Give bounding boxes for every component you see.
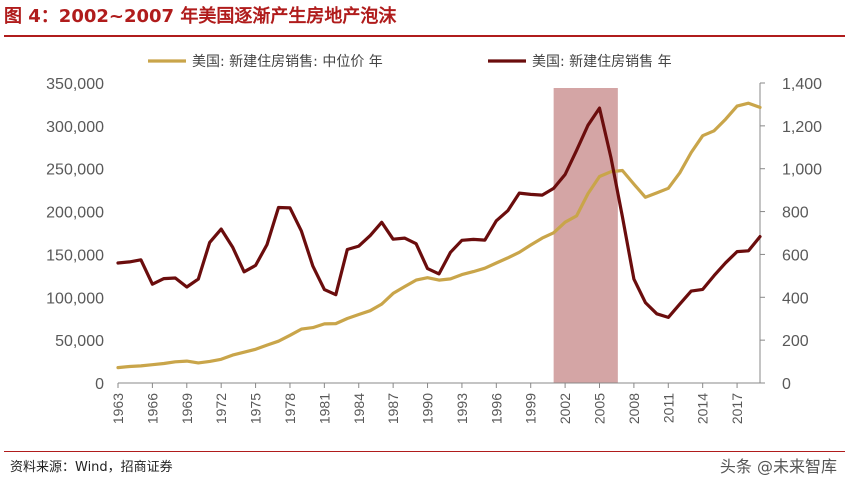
left-y-tick-label: 50,000 bbox=[55, 333, 104, 350]
watermark: 头条 @未来智库 bbox=[719, 457, 837, 476]
x-tick-label: 2002 bbox=[557, 393, 573, 424]
x-tick-label: 1972 bbox=[213, 393, 229, 424]
x-tick-label: 1987 bbox=[385, 393, 401, 424]
x-tick-label: 1990 bbox=[420, 393, 436, 424]
series-line-1 bbox=[116, 101, 762, 370]
left-y-tick-label: 100,000 bbox=[46, 290, 104, 307]
x-tick-label: 1975 bbox=[248, 393, 264, 424]
x-tick-label: 1996 bbox=[488, 393, 504, 424]
left-y-tick-label: 300,000 bbox=[46, 119, 104, 136]
source-note: 资料来源：Wind，招商证券 bbox=[10, 460, 173, 475]
x-tick-label: 1969 bbox=[179, 393, 195, 424]
right-y-tick-label: 1,000 bbox=[782, 162, 822, 179]
x-tick-label: 2011 bbox=[660, 393, 676, 423]
x-tick-label: 1981 bbox=[316, 393, 332, 424]
x-tick-label: 2005 bbox=[592, 393, 608, 424]
legend-layer: 美国: 新建住房销售: 中位价 年 美国: 新建住房销售 年 bbox=[148, 54, 672, 70]
left-y-tick-label: 350,000 bbox=[46, 76, 104, 93]
x-tick-label: 2017 bbox=[729, 393, 745, 424]
page-title: 图 4：2002~2007 年美国逐渐产生房地产泡沫 bbox=[4, 6, 397, 27]
x-tick-label: 1963 bbox=[110, 393, 126, 424]
legend-label-2: 美国: 新建住房销售 年 bbox=[532, 54, 672, 70]
x-tick-label: 2008 bbox=[626, 393, 642, 424]
x-tick-label: 1999 bbox=[523, 393, 539, 424]
legend-label-1: 美国: 新建住房销售: 中位价 年 bbox=[192, 54, 383, 70]
right-y-tick-label: 400 bbox=[782, 290, 809, 307]
series-line-2 bbox=[116, 106, 762, 319]
right-y-tick-label: 0 bbox=[782, 376, 791, 393]
x-tick-label: 2014 bbox=[695, 393, 711, 424]
left-y-tick-label: 200,000 bbox=[46, 205, 104, 222]
left-y-tick-label: 250,000 bbox=[46, 162, 104, 179]
right-y-tick-label: 1,200 bbox=[782, 119, 822, 136]
x-tick-label: 1984 bbox=[351, 393, 367, 424]
right-y-tick-label: 600 bbox=[782, 247, 809, 264]
series-layer bbox=[116, 101, 762, 370]
x-tick-label: 1966 bbox=[144, 393, 160, 424]
left-y-tick-label: 150,000 bbox=[46, 247, 104, 264]
right-y-tick-label: 800 bbox=[782, 205, 809, 222]
left-y-tick-label: 0 bbox=[95, 376, 104, 393]
footer-divider bbox=[4, 451, 845, 452]
x-tick-label: 1993 bbox=[454, 393, 470, 424]
x-tick-label: 1978 bbox=[282, 393, 298, 424]
title-divider bbox=[4, 35, 845, 37]
right-y-tick-label: 1,400 bbox=[782, 76, 822, 93]
axes-layer: 0 50,000 100,000 150,000 200,000 250,000 300,0… bbox=[46, 76, 822, 424]
right-y-tick-label: 200 bbox=[782, 333, 809, 350]
